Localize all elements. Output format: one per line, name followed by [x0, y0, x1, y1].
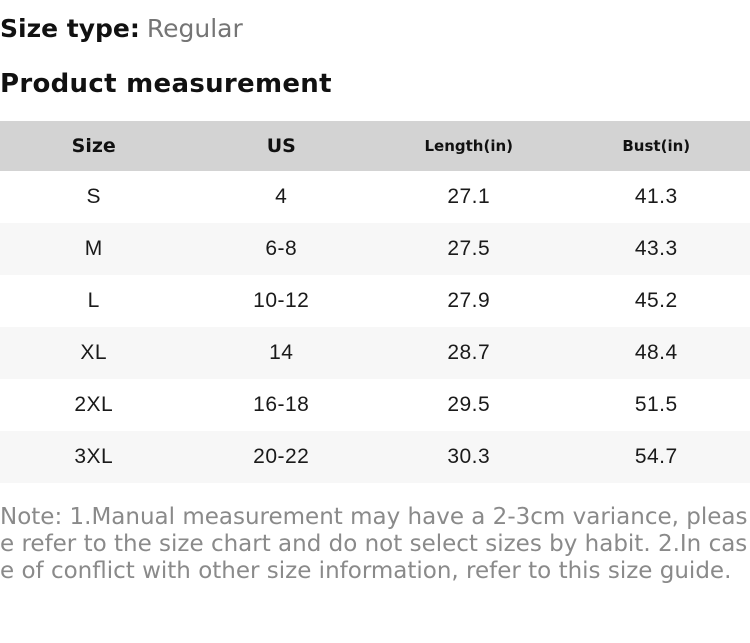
column-header: Length(in)	[375, 121, 563, 171]
table-cell: 2XL	[0, 379, 188, 431]
column-header: Bust(in)	[563, 121, 750, 171]
table-cell: XL	[0, 327, 188, 379]
table-cell: 48.4	[563, 327, 750, 379]
table-cell: 6-8	[188, 223, 376, 275]
size-chart-panel: Size type:Regular Product measurement Si…	[0, 13, 750, 585]
table-cell: 54.7	[563, 431, 750, 483]
column-header: Size	[0, 121, 188, 171]
table-cell: 27.5	[375, 223, 563, 275]
table-cell: 20-22	[188, 431, 376, 483]
table-cell: L	[0, 275, 188, 327]
size-type-value: Regular	[147, 14, 243, 43]
table-cell: M	[0, 223, 188, 275]
table-cell: 16-18	[188, 379, 376, 431]
size-type-label: Size type:	[0, 14, 140, 43]
table-cell: 3XL	[0, 431, 188, 483]
measurement-note: Note: 1.Manual measurement may have a 2-…	[0, 504, 750, 585]
table-cell: 27.9	[375, 275, 563, 327]
table-cell: 27.1	[375, 171, 563, 223]
table-cell: 51.5	[563, 379, 750, 431]
table-cell: 43.3	[563, 223, 750, 275]
column-header: US	[188, 121, 376, 171]
section-title: Product measurement	[0, 68, 750, 100]
table-cell: 28.7	[375, 327, 563, 379]
size-type-row: Size type:Regular	[0, 13, 750, 44]
table-cell: S	[0, 171, 188, 223]
table-cell: 4	[188, 171, 376, 223]
table-cell: 29.5	[375, 379, 563, 431]
table-cell: 30.3	[375, 431, 563, 483]
table-cell: 10-12	[188, 275, 376, 327]
table-cell: 14	[188, 327, 376, 379]
table-cell: 45.2	[563, 275, 750, 327]
table-cell: 41.3	[563, 171, 750, 223]
